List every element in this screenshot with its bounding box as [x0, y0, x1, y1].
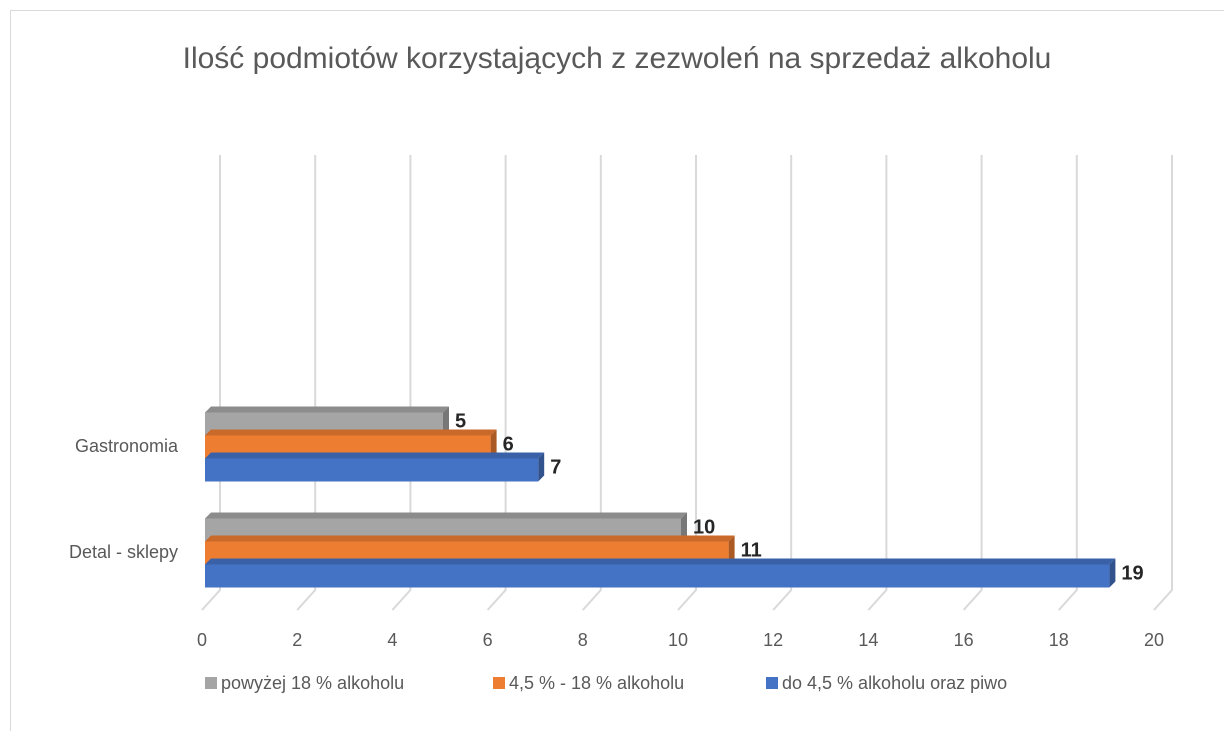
data-label: 6 — [503, 433, 514, 455]
grid-line — [201, 155, 221, 611]
chart-title: Ilość podmiotów korzystających z zezwole… — [182, 42, 1052, 75]
grid-line — [486, 155, 507, 611]
legend-swatch — [493, 677, 505, 689]
x-tick-label: 6 — [483, 630, 493, 650]
bar-side — [1109, 558, 1116, 588]
bar-top — [205, 558, 1116, 565]
bar-top — [205, 452, 545, 459]
grid-line — [1153, 155, 1173, 611]
grid-line — [1058, 155, 1078, 611]
x-tick-label: 16 — [954, 630, 974, 650]
x-tick-label: 0 — [197, 630, 207, 650]
bar-side — [681, 512, 687, 542]
x-tick-label: 14 — [858, 630, 878, 650]
bar — [205, 458, 539, 482]
x-tick-label: 10 — [668, 630, 688, 650]
bar-side — [728, 535, 735, 565]
grid-line — [772, 155, 793, 611]
bar-top — [205, 512, 687, 519]
bar-top — [205, 406, 449, 413]
grid-line — [296, 155, 317, 611]
grid-line — [867, 155, 888, 611]
legend-label: powyżej 18 % alkoholu — [221, 673, 404, 693]
bar-side — [538, 452, 545, 482]
chart-border — [10, 10, 1224, 731]
x-tick-label: 2 — [292, 630, 302, 650]
legend-swatch — [766, 677, 778, 689]
category-label: Detal - sklepy — [69, 542, 178, 562]
legend-label: 4,5 % - 18 % alkoholu — [509, 673, 684, 693]
data-label: 19 — [1121, 562, 1143, 584]
x-tick-label: 18 — [1049, 630, 1069, 650]
data-label: 10 — [693, 516, 715, 538]
grid-line — [582, 155, 602, 611]
x-tick-label: 4 — [387, 630, 397, 650]
grid-line — [391, 155, 412, 611]
category-label: Gastronomia — [75, 436, 179, 456]
bar-top — [205, 429, 497, 436]
legend-swatch — [205, 677, 217, 689]
x-tick-label: 12 — [763, 630, 783, 650]
grid-line — [962, 155, 983, 611]
data-label: 5 — [455, 410, 466, 432]
x-tick-label: 20 — [1144, 630, 1164, 650]
bar-side — [490, 429, 497, 459]
bar-side — [443, 406, 449, 436]
bar — [205, 564, 1110, 588]
legend-label: do 4,5 % alkoholu oraz piwo — [782, 673, 1007, 693]
grid-line — [677, 155, 697, 611]
bar-top — [205, 535, 735, 542]
data-label: 11 — [741, 539, 762, 561]
data-label: 7 — [550, 456, 561, 478]
x-tick-label: 8 — [578, 630, 588, 650]
